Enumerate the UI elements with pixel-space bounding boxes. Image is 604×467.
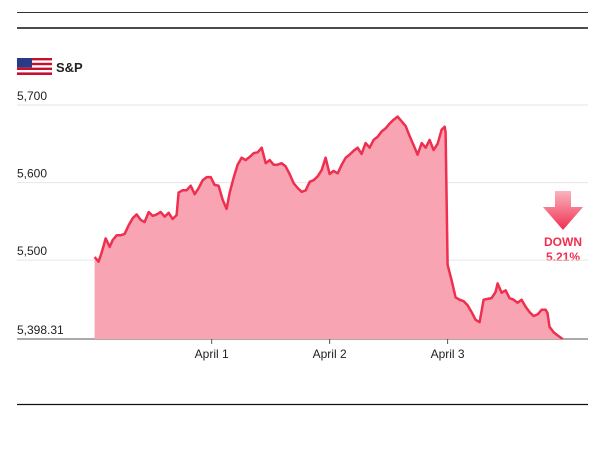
us-flag <box>17 58 52 75</box>
y-tick-label: 5,398.31 <box>17 323 64 337</box>
annotation-label: DOWN <box>544 235 582 249</box>
y-tick-label: 5,600 <box>17 167 47 181</box>
area <box>94 116 563 339</box>
x-tick-label: April 3 <box>431 347 465 361</box>
line <box>93 115 564 341</box>
annotation-value: 5.21% <box>546 250 580 264</box>
chart-title: S&P <box>56 60 83 75</box>
down-arrow <box>543 191 583 230</box>
x-tick-label: April 1 <box>195 347 229 361</box>
y-tick-label: 5,700 <box>17 89 47 103</box>
y-tick-label: 5,500 <box>17 244 47 258</box>
x-tick-label: April 2 <box>313 347 347 361</box>
